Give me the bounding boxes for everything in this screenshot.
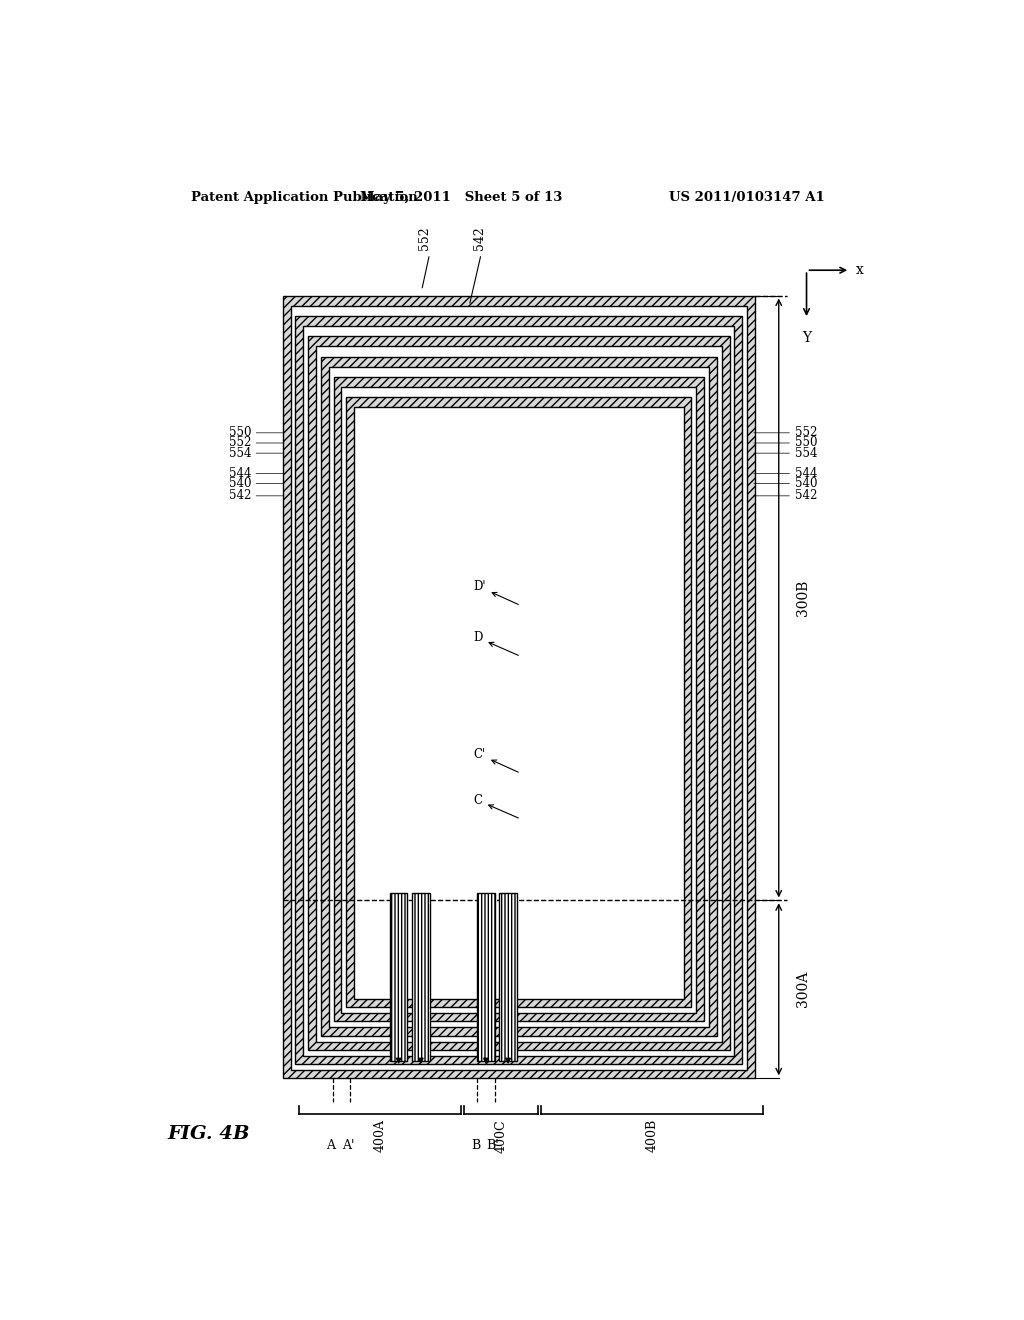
Bar — [346, 397, 691, 1007]
Text: A': A' — [342, 1139, 355, 1152]
Text: 544: 544 — [228, 467, 251, 480]
Text: 542: 542 — [795, 490, 817, 503]
Text: 550: 550 — [795, 437, 817, 450]
Bar — [321, 356, 717, 1036]
Text: 300B: 300B — [797, 579, 810, 616]
Bar — [283, 296, 755, 1078]
Text: 550: 550 — [228, 426, 251, 440]
Bar — [412, 894, 430, 1061]
Text: D: D — [473, 631, 518, 655]
Bar — [354, 408, 684, 999]
Text: C: C — [473, 793, 518, 818]
Text: 552: 552 — [419, 226, 431, 249]
Text: 400C: 400C — [495, 1119, 508, 1152]
Text: Y: Y — [802, 331, 811, 346]
Text: US 2011/0103147 A1: US 2011/0103147 A1 — [669, 190, 825, 203]
Text: x: x — [856, 263, 863, 277]
Text: 554: 554 — [795, 446, 817, 459]
Bar — [341, 387, 696, 1014]
Text: 540: 540 — [795, 477, 817, 490]
Text: 540: 540 — [228, 477, 251, 490]
Bar — [303, 326, 734, 1056]
Bar — [291, 306, 748, 1071]
Text: 400B: 400B — [645, 1119, 658, 1152]
Text: A: A — [326, 1139, 335, 1152]
Bar — [316, 346, 722, 1041]
Text: 554: 554 — [228, 446, 251, 459]
Text: 552: 552 — [228, 437, 251, 450]
Text: 542: 542 — [228, 490, 251, 503]
Text: FIG. 4B: FIG. 4B — [168, 1125, 250, 1143]
Text: May 5, 2011   Sheet 5 of 13: May 5, 2011 Sheet 5 of 13 — [360, 190, 562, 203]
Bar — [390, 894, 408, 1061]
Text: 300A: 300A — [797, 972, 810, 1007]
Bar — [329, 367, 709, 1027]
Text: D': D' — [473, 581, 518, 605]
Bar — [500, 894, 517, 1061]
Text: 544: 544 — [795, 467, 817, 480]
Bar — [308, 337, 729, 1049]
Bar — [334, 378, 705, 1022]
Bar — [477, 894, 495, 1061]
Text: B': B' — [486, 1139, 500, 1152]
Text: 542: 542 — [473, 226, 486, 249]
Text: Patent Application Publication: Patent Application Publication — [191, 190, 418, 203]
Text: 552: 552 — [795, 426, 817, 440]
Text: 400A: 400A — [374, 1119, 386, 1152]
Text: B: B — [471, 1139, 480, 1152]
Bar — [296, 315, 742, 1064]
Text: C': C' — [473, 748, 518, 772]
